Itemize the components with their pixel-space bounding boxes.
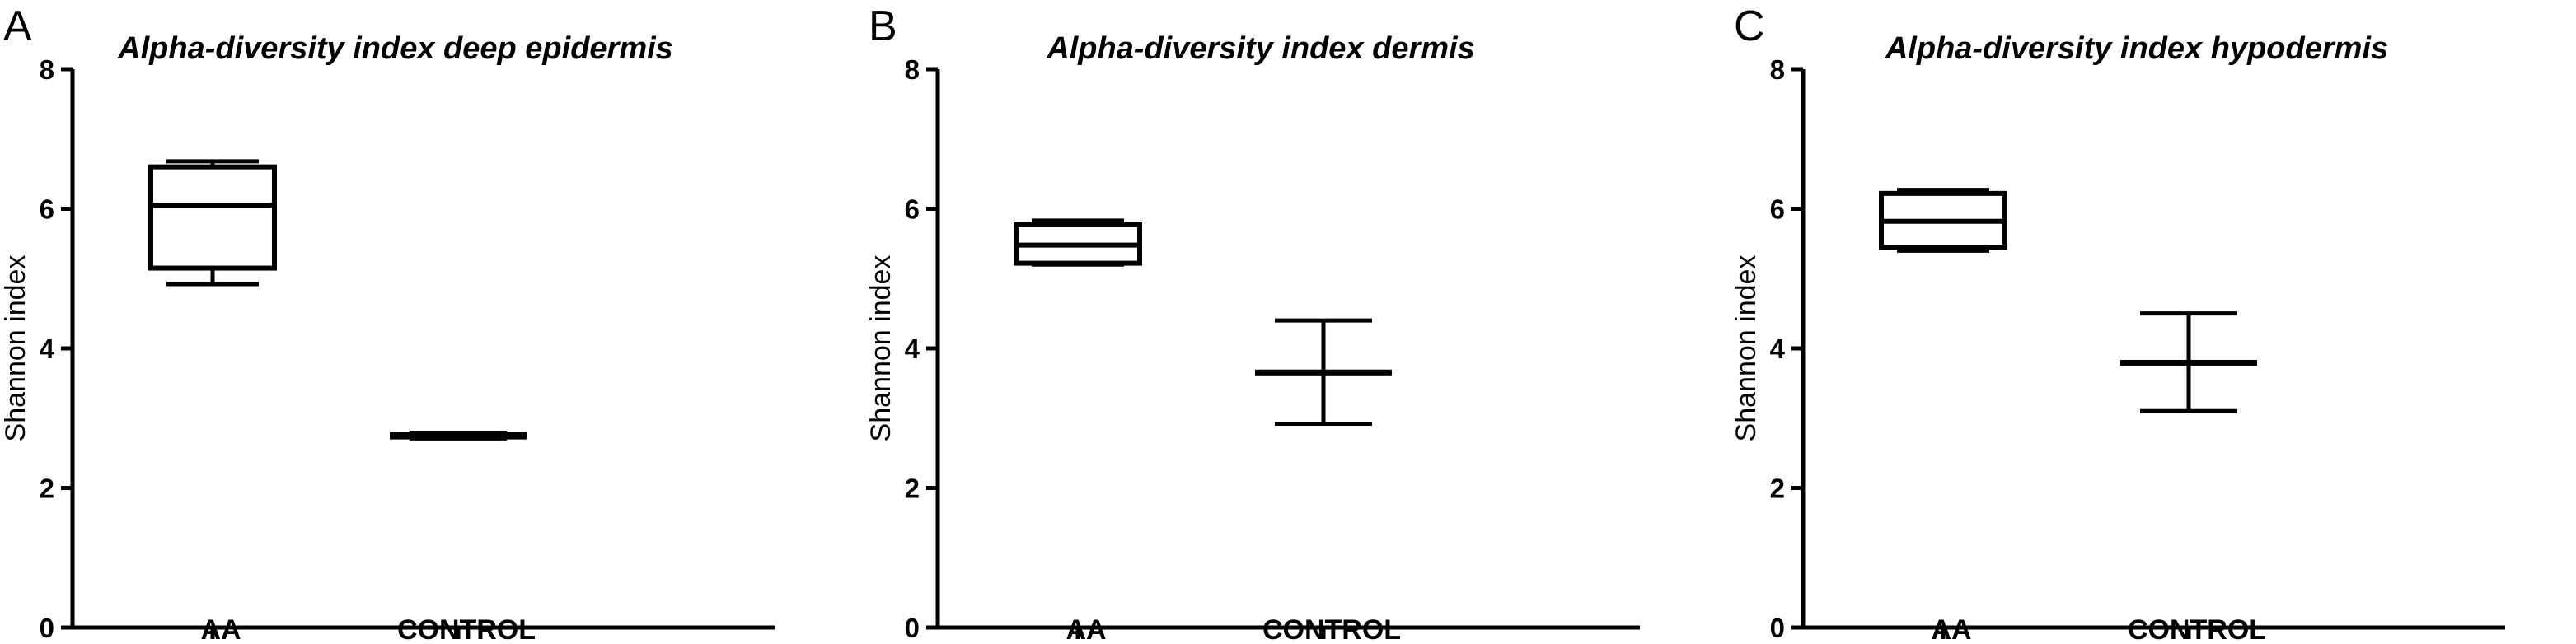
y-tick-label: 2 (905, 474, 920, 504)
chart-panel-b: B Alpha-diversity index dermis 0 2 4 6 8 Shan… (865, 0, 1689, 644)
x-category-label: AA (200, 614, 241, 644)
x-category-label: AA (1931, 614, 1971, 644)
y-tick-label: 6 (905, 194, 920, 225)
chart-plot-area: 0 2 4 6 8 Shannon index AA CONTROL (1731, 54, 2505, 644)
chart-panel-a: A Alpha-diversity index deep epidermis 0… (0, 0, 824, 644)
x-category-label: CONTROL (397, 614, 536, 644)
x-category-label: AA (1066, 614, 1106, 644)
box-aa (1014, 218, 1142, 267)
y-tick-label: 6 (1770, 194, 1785, 225)
chart-title: Alpha-diversity index hypodermis (1885, 31, 2389, 66)
chart-plot-area: 0 2 4 6 8 Shannon index AA CONTROL (865, 54, 1640, 644)
box-control (2120, 311, 2257, 413)
y-tick-label: 4 (1770, 334, 1786, 364)
y-tick-label: 8 (905, 54, 920, 85)
x-category-label: CONTROL (2128, 614, 2266, 644)
y-axis-label: Shannon index (0, 255, 31, 442)
y-axis-label: Shannon index (865, 255, 897, 442)
panel-label: B (869, 2, 897, 50)
y-tick-label: 4 (40, 334, 55, 364)
y-tick-label: 0 (1770, 613, 1785, 643)
y-tick-label: 8 (1770, 54, 1785, 85)
y-axis-label: Shannon index (1731, 255, 1762, 442)
y-tick-label: 0 (905, 613, 920, 643)
y-tick-label: 6 (40, 194, 54, 225)
box-aa (148, 159, 277, 287)
box-control (1255, 318, 1392, 427)
y-tick-label: 8 (40, 54, 54, 85)
iqr-box (148, 164, 277, 271)
box-control (390, 431, 527, 441)
y-tick-label: 2 (40, 474, 54, 504)
chart-title: Alpha-diversity index dermis (1047, 31, 1475, 66)
panel-label: A (3, 2, 32, 50)
box-aa (1879, 188, 2007, 253)
panel-label: C (1734, 2, 1765, 50)
y-tick-label: 2 (1770, 474, 1785, 504)
chart-panel-c: C Alpha-diversity index hypodermis 0 2 4 6 8… (1731, 0, 2576, 644)
x-category-label: CONTROL (1262, 614, 1401, 644)
chart-plot-area: 0 2 4 6 8 Shannon index AA CONTROL (0, 54, 775, 644)
y-tick-label: 0 (40, 613, 54, 643)
y-tick-label: 4 (905, 334, 920, 364)
chart-title: Alpha-diversity index deep epidermis (118, 31, 673, 66)
